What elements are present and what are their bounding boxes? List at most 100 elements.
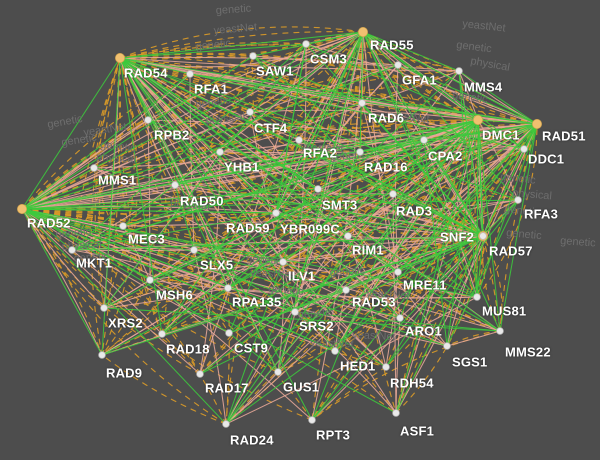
node-cpa2[interactable] (420, 136, 428, 144)
edge-yeastNet (119, 57, 538, 125)
node-sgs1[interactable] (443, 342, 451, 350)
node-gfa1[interactable] (394, 61, 402, 69)
node-rpb2[interactable] (144, 116, 152, 124)
edge-yeastNet (103, 307, 501, 332)
edge-physical (119, 57, 284, 263)
node-rad9[interactable] (98, 351, 106, 359)
node-asf1[interactable] (392, 409, 400, 417)
node-rad54[interactable] (115, 53, 125, 63)
node-rpt3[interactable] (308, 416, 316, 424)
node-rad51[interactable] (532, 119, 542, 129)
node-rdh54[interactable] (382, 363, 390, 371)
edge-label-yeastNet: yeastNet (213, 21, 257, 37)
edge-label-genetic: genetic (246, 253, 283, 267)
node-rad16[interactable] (356, 148, 364, 156)
node-aro1[interactable] (396, 314, 404, 322)
edge-yeastNet (423, 139, 448, 347)
node-msh6[interactable] (146, 276, 154, 284)
edge-genetic (277, 123, 538, 373)
node-dmc1[interactable] (473, 115, 483, 125)
edge-yeastNet (193, 249, 387, 368)
node-mms22[interactable] (496, 327, 504, 335)
edge-yeastNet (477, 119, 525, 150)
node-rfa2[interactable] (295, 136, 303, 144)
node-yhb1[interactable] (216, 148, 224, 156)
node-mre11[interactable] (394, 268, 402, 276)
node-rad55[interactable] (358, 27, 368, 37)
node-smt3[interactable] (314, 185, 322, 193)
edge-physical (361, 102, 399, 273)
edge-label-genetic: genetic (297, 307, 334, 321)
node-rad57[interactable] (479, 232, 487, 240)
edge-physical (225, 70, 460, 425)
node-gus1[interactable] (274, 368, 282, 376)
node-csm3[interactable] (302, 40, 310, 48)
node-rad53[interactable] (342, 286, 350, 294)
edge-physical (277, 31, 364, 373)
node-ctf4[interactable] (246, 108, 254, 116)
edge-yeastNet (334, 119, 479, 352)
edge-yeastNet (499, 123, 538, 332)
edge-physical (423, 139, 478, 298)
edge-genetic (103, 57, 135, 309)
node-slx5[interactable] (190, 246, 198, 254)
node-rad3[interactable] (389, 190, 397, 198)
edge-yeastNet (392, 193, 484, 237)
edge-genetic (395, 119, 479, 414)
edge-genetic (298, 119, 538, 141)
node-saw1[interactable] (249, 52, 257, 60)
edge-genetic (399, 123, 538, 319)
node-srs2[interactable] (291, 308, 299, 316)
edge-physical (119, 57, 501, 332)
edge-yeastNet (282, 261, 347, 291)
node-rad18[interactable] (158, 330, 166, 338)
edge-label-genetic: genetic (73, 250, 110, 265)
node-ilv1[interactable] (279, 258, 287, 266)
edge-yeastNet (119, 57, 519, 201)
node-rad52[interactable] (17, 204, 27, 214)
edge-yeastNet (225, 235, 484, 425)
node-rfa1[interactable] (186, 70, 194, 78)
node-rfa3[interactable] (514, 196, 522, 204)
node-layer[interactable] (17, 27, 542, 428)
edge-yeastNet (397, 235, 484, 273)
edge-yeastNet (21, 167, 95, 210)
node-mms4[interactable] (455, 67, 463, 75)
edge-yeastNet (311, 235, 484, 421)
edge-genetic (311, 366, 387, 421)
edge-label-genetic: genetic (46, 113, 84, 131)
edge-yeastNet (21, 199, 519, 210)
node-hed1[interactable] (331, 347, 339, 355)
edge-physical (193, 249, 227, 425)
node-mkt1[interactable] (68, 246, 76, 254)
edge-yeastNet (21, 57, 121, 210)
edge-genetic (149, 139, 425, 281)
edge-genetic (119, 56, 363, 104)
node-rim1[interactable] (344, 232, 352, 240)
edge-physical (219, 151, 361, 154)
node-mms1[interactable] (90, 164, 98, 172)
node-mus81[interactable] (473, 293, 481, 301)
node-ddc1[interactable] (520, 145, 528, 153)
edge-label-watermarks: geneticyeastNetgeneticyeastNetgeneticgen… (46, 3, 596, 351)
edge-genetic (334, 235, 484, 352)
node-xrs2[interactable] (100, 304, 108, 312)
edge-yeastNet (21, 55, 254, 210)
edge-yeastNet (517, 123, 538, 201)
edge-yeastNet (458, 70, 538, 125)
edge-yeastNet (317, 119, 479, 190)
edge-genetic (21, 208, 484, 256)
node-rad17[interactable] (196, 370, 204, 378)
edge-yeastNet (275, 212, 484, 237)
node-cst9[interactable] (225, 329, 233, 337)
edge-yeastNet (93, 167, 484, 237)
node-rad50[interactable] (171, 181, 179, 189)
node-rpa135[interactable] (224, 284, 232, 292)
node-ybr099c[interactable] (272, 209, 280, 217)
edge-yeastNet (119, 57, 319, 190)
edge-yeastNet (345, 235, 484, 291)
node-rad6[interactable] (358, 99, 366, 107)
node-rad24[interactable] (222, 420, 230, 428)
node-mec3[interactable] (119, 222, 127, 230)
